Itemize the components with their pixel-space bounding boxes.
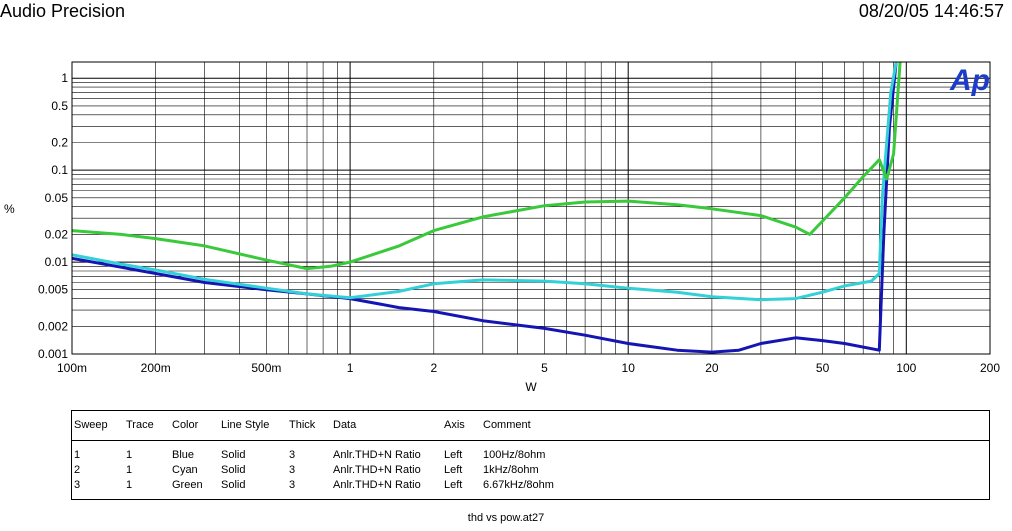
x-tick-label: 2 — [430, 361, 437, 375]
x-tick-label: 5 — [541, 361, 548, 375]
legend-header-cell: Comment — [483, 419, 531, 431]
y-tick-label: 0.2 — [51, 136, 68, 150]
legend-cell: Anlr.THD+N Ratio — [333, 464, 421, 476]
y-tick-label: 0.001 — [38, 347, 68, 361]
legend-cell: Solid — [221, 479, 246, 491]
legend-header-cell: Thick — [289, 419, 316, 431]
y-tick-label: 1 — [61, 71, 68, 85]
series-line-1 — [72, 62, 898, 354]
chart-series — [72, 62, 902, 354]
y-tick-label: 0.1 — [51, 163, 68, 177]
x-tick-label: 20 — [705, 361, 719, 375]
legend-cell: 1 — [126, 479, 133, 491]
legend-cell: Anlr.THD+N Ratio — [333, 449, 421, 461]
x-tick-label: 200 — [980, 361, 1000, 375]
legend-cell: Left — [444, 449, 463, 461]
y-tick-label: 0.01 — [45, 255, 69, 269]
legend-cell: Anlr.THD+N Ratio — [333, 479, 421, 491]
legend-divider — [72, 440, 989, 441]
x-tick-label: 100m — [57, 361, 87, 375]
legend-row: 3 1 Green Solid 3 Anlr.THD+N Ratio Left 6.67kHz… — [72, 479, 989, 493]
y-tick-label: 0.002 — [38, 319, 68, 333]
legend-cell: 100Hz/8ohm — [483, 449, 546, 461]
legend-cell: Solid — [221, 464, 246, 476]
y-tick-label: 0.005 — [38, 283, 68, 297]
x-axis-label: W — [525, 380, 537, 394]
y-tick-label: 0.5 — [51, 99, 68, 113]
legend-cell: Left — [444, 464, 463, 476]
legend-cell: Blue — [172, 449, 195, 461]
legend-header-cell: Trace — [126, 419, 154, 431]
legend-header-cell: Sweep — [74, 419, 108, 431]
legend-cell: 1 — [126, 449, 133, 461]
y-axis-label: % — [4, 202, 15, 216]
legend-cell: 3 — [74, 479, 81, 491]
legend-table: Sweep Trace Color Line Style Thick Data Axis Co… — [71, 410, 990, 500]
app-title: Audio Precision — [0, 1, 126, 21]
series-line-2 — [72, 62, 898, 302]
legend-cell: 1 — [126, 464, 133, 476]
plot-frame — [71, 61, 991, 355]
y-tick-label: 0.05 — [45, 191, 69, 205]
y-tick-label: 0.02 — [45, 227, 69, 241]
legend-cell: Green — [172, 479, 203, 491]
timestamp: 08/20/05 14:46:57 — [858, 1, 1004, 21]
legend-header-cell: Line Style — [221, 419, 270, 431]
legend-cell: 3 — [289, 479, 296, 491]
x-tick-label: 1 — [347, 361, 354, 375]
legend-cell: 3 — [289, 464, 296, 476]
legend-cell: Solid — [221, 449, 246, 461]
x-tick-label: 10 — [622, 361, 636, 375]
ap-logo: Ap — [949, 64, 990, 97]
legend-cell: Cyan — [172, 464, 198, 476]
chart-ticks: 100m 200m 500m 1 2 5 10 20 50 100 200 1 0.5 0.2 0.1 0.0… — [38, 71, 1000, 375]
legend-cell: 2 — [74, 464, 81, 476]
legend-header-row: Sweep Trace Color Line Style Thick Data Axis Co… — [72, 419, 989, 433]
legend-row: 1 1 Blue Solid 3 Anlr.THD+N Ratio Left 100Hz/8o… — [72, 449, 989, 463]
x-tick-label: 500m — [251, 361, 281, 375]
legend-cell: 1kHz/8ohm — [483, 464, 539, 476]
series-line-3 — [72, 62, 902, 271]
legend-header-cell: Color — [172, 419, 199, 431]
x-tick-label: 100 — [896, 361, 916, 375]
legend-cell: 6.67kHz/8ohm — [483, 479, 554, 491]
x-tick-label: 50 — [816, 361, 830, 375]
footer-filename: thd vs pow.at27 — [467, 512, 545, 524]
x-tick-label: 200m — [141, 361, 171, 375]
legend-row: 2 1 Cyan Solid 3 Anlr.THD+N Ratio Left 1kHz/8oh… — [72, 464, 989, 478]
legend-cell: Left — [444, 479, 463, 491]
legend-cell: 1 — [74, 449, 81, 461]
thd-chart: 100m 200m 500m 1 2 5 10 20 50 100 200 1 0.5 0.2 0.1 0.0… — [4, 61, 1000, 394]
legend-header-cell: Axis — [444, 419, 465, 431]
legend-cell: 3 — [289, 449, 296, 461]
legend-header-cell: Data — [333, 419, 357, 431]
